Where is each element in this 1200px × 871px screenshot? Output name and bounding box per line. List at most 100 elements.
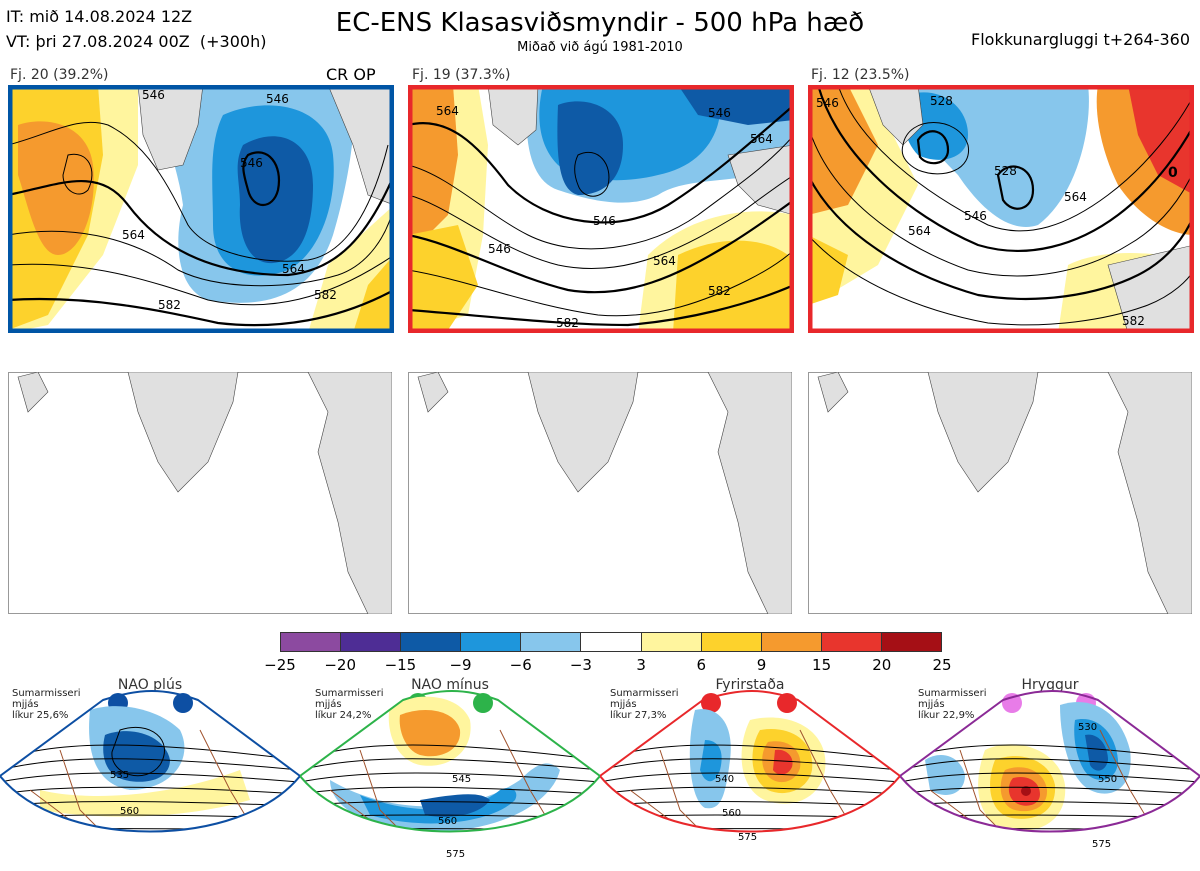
contour-label: 546: [593, 214, 616, 228]
regime-dot: [701, 693, 721, 713]
contour-label: 582: [314, 288, 337, 302]
regime-dot: [173, 693, 193, 713]
regime-4-name: Hryggur: [1021, 677, 1079, 693]
regime-3-info: Sumarmisseri mjjás líkur 27,3%: [610, 688, 678, 721]
colorbar-swatch: [581, 633, 642, 651]
contour-label: 564: [908, 224, 931, 238]
contour-label: 530: [1078, 722, 1097, 733]
regime-1-border: [0, 690, 300, 833]
regime-4-map: 530 550 575: [900, 690, 1200, 850]
regime-2-info: Sumarmisseri mjjás líkur 24,2%: [315, 688, 383, 721]
contour-label: 528: [994, 164, 1017, 178]
colorbar-swatch: [281, 633, 342, 651]
regime-season: Sumarmisseri: [610, 688, 679, 699]
regime-season: Sumarmisseri: [12, 688, 81, 699]
regime-4-info: Sumarmisseri mjjás líkur 22,9%: [918, 688, 986, 721]
colorbar-swatch: [401, 633, 462, 651]
colorbar-tick: −20: [324, 656, 357, 674]
colorbar-tick: −6: [509, 656, 532, 674]
regime-3-map: 540 560 575: [600, 690, 900, 843]
empty-map-3: [808, 372, 1192, 614]
colorbar-tick: 15: [812, 656, 832, 674]
contour-label: 550: [1098, 774, 1117, 785]
valid-time: VT: þri 27.08.2024 00Z (+300h): [6, 32, 267, 51]
colorbar-swatch: [881, 633, 942, 651]
height-contours: [808, 85, 1194, 326]
header-times: IT: mið 14.08.2024 12Z VT: þri 27.08.2024…: [6, 4, 266, 54]
height-contours: [8, 121, 394, 327]
contour-label: 546: [266, 92, 289, 106]
contour-label: 560: [722, 808, 741, 819]
cluster-window: Flokkunargluggi t+264-360: [971, 30, 1190, 49]
regime-avg: mjjás: [610, 699, 637, 710]
init-time: IT: mið 14.08.2024 12Z: [6, 7, 193, 26]
regime-prob: líkur 22,9%: [918, 710, 975, 721]
regime-season: Sumarmisseri: [918, 688, 987, 699]
regime-3-border: [600, 690, 900, 833]
contour-label: 546: [964, 209, 987, 223]
anomaly-field: [808, 85, 1194, 333]
contour-label: 575: [738, 832, 757, 843]
contour-label: 564: [653, 254, 676, 268]
regime-1-info: Sumarmisseri mjjás líkur 25,6%: [12, 688, 80, 721]
regime-prob: líkur 27,3%: [610, 710, 667, 721]
colorbar-tick: −9: [449, 656, 472, 674]
contour-label: 582: [708, 284, 731, 298]
contour-label: 0: [1168, 165, 1178, 181]
empty-map-1: [8, 372, 392, 614]
colorbar-tick: 20: [872, 656, 892, 674]
colorbar-swatch: [821, 633, 882, 651]
colorbar-tick: 25: [932, 656, 952, 674]
contour-label: 575: [446, 849, 465, 860]
regime-avg: mjjás: [918, 699, 945, 710]
cluster-3-border: [808, 85, 1194, 333]
regime-prob: líkur 25,6%: [12, 710, 69, 721]
regime-1-map: 535 560: [0, 690, 300, 833]
colorbar-tick: −3: [569, 656, 592, 674]
cluster-1-label: Fj. 20 (39.2%): [10, 67, 109, 83]
cluster-1-map: 546 546 546 564 564 582 582: [8, 85, 394, 333]
contour-label: 582: [1122, 314, 1145, 328]
colorbar-tick: 6: [696, 656, 707, 674]
colorbar-tick: −15: [384, 656, 417, 674]
colorbar-swatch: [521, 633, 582, 651]
regime-season: Sumarmisseri: [315, 688, 384, 699]
regime-4-border: [900, 690, 1200, 833]
contour-label: 546: [142, 88, 165, 102]
contour-label: 575: [1092, 839, 1111, 850]
regime-dot: [473, 693, 493, 713]
contour-label: 564: [436, 104, 459, 118]
regime-prob: líkur 24,2%: [315, 710, 372, 721]
height-contours: [408, 104, 794, 327]
regime-2-border: [300, 690, 600, 833]
contour-label: 564: [122, 228, 145, 242]
contour-label: 546: [816, 96, 839, 110]
land-masses: [487, 85, 794, 216]
anomaly-field: [408, 85, 794, 333]
regime-1-name: NAO plús: [117, 677, 183, 693]
contour-label: 546: [708, 106, 731, 120]
colorbar-swatch: [701, 633, 762, 651]
cluster-3-label: Fj. 12 (23.5%): [811, 67, 910, 83]
colorbar-ticks: −25 −20 −15 −9 −6 −3 3 6 9 15 20 25: [264, 656, 951, 676]
contour-label: 540: [715, 774, 734, 785]
colorbar-swatch: [461, 633, 522, 651]
contour-label: 560: [438, 816, 457, 827]
contour-label: 564: [750, 132, 773, 146]
contour-label: 582: [556, 316, 579, 330]
regime-2-name: NAO mínus: [411, 677, 489, 693]
cluster-3-map: 528 546 528 546 564 564 582 0: [808, 85, 1194, 333]
contour-label: 546: [488, 242, 511, 256]
cluster-2-border: [408, 85, 794, 333]
colorbar-tick: 3: [636, 656, 646, 674]
regime-2-map: 545 560 575: [300, 690, 600, 860]
cluster-1-border: [8, 85, 394, 333]
cluster-2-label: Fj. 19 (37.3%): [412, 67, 511, 83]
contour-label: 564: [282, 262, 305, 276]
contour-label: 535: [110, 770, 129, 781]
page-subtitle: Miðað við ágú 1981-2010: [517, 40, 683, 55]
contour-label: 546: [240, 156, 263, 170]
contour-label: 528: [930, 94, 953, 108]
contour-label: 545: [452, 774, 471, 785]
land-masses: [137, 85, 394, 206]
